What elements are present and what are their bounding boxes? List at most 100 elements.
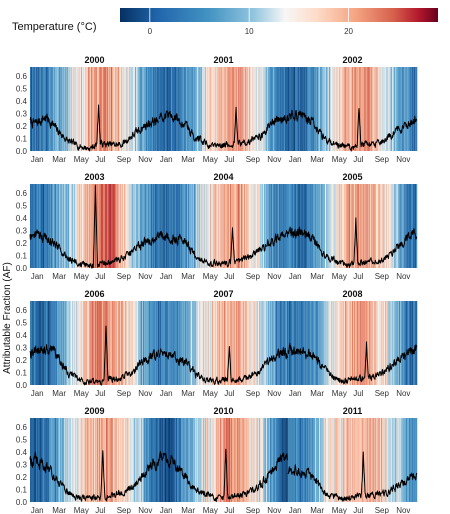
y-axis-label: Attributable Fraction (AF): [2, 262, 13, 374]
x-tick-label: May: [203, 272, 218, 281]
x-tick-label: Mar: [52, 506, 66, 514]
temperature-stripes: [159, 301, 289, 385]
y-tick-label: 0.1: [16, 368, 28, 377]
x-tick-label: Nov: [267, 272, 281, 281]
colorbar-ticks: 0 10 20: [148, 8, 354, 36]
x-tick-label: Jan: [289, 155, 302, 164]
year-panel-2001: 2001 Jan Mar May Jul Sep Nov: [158, 55, 289, 164]
y-tick-label: 0.6: [16, 306, 28, 315]
x-tick-label: May: [74, 155, 89, 164]
y-tick-label: 0.5: [16, 318, 28, 327]
x-tick-label: Mar: [310, 389, 324, 398]
year-panel-2003: 2003 0.0 0.1 0.2 0.3 0.4 0.5 0.6 Jan Mar May Jul Sep…: [16, 172, 160, 281]
panel-title: 2005: [342, 172, 362, 182]
af-line: [158, 346, 289, 385]
x-tick-label: Jul: [95, 506, 105, 514]
x-tick-label: Mar: [310, 506, 324, 514]
y-tick-label: 0.0: [16, 498, 28, 507]
x-tick-label: Nov: [396, 389, 410, 398]
x-tick-label: Jul: [95, 155, 105, 164]
x-tick-label: Jul: [353, 506, 363, 514]
temperature-stripes: [288, 184, 418, 268]
x-tick-label: Jan: [160, 506, 173, 514]
temperature-stripes: [30, 67, 160, 151]
x-tick-label: Jan: [160, 155, 173, 164]
panel-title: 2008: [342, 289, 362, 299]
af-line: [287, 107, 418, 152]
temperature-stripes: [30, 184, 160, 268]
y-tick-label: 0.2: [16, 356, 28, 365]
x-tick-label: Jul: [353, 155, 363, 164]
x-tick-label: Jul: [224, 506, 234, 514]
x-tick-label: Jan: [160, 272, 173, 281]
x-tick-label: Sep: [117, 506, 132, 514]
y-tick-label: 0.0: [16, 147, 28, 156]
colorbar-gradient: [120, 8, 438, 22]
x-tick-label: Jan: [289, 506, 302, 514]
x-tick-label: Jul: [224, 389, 234, 398]
x-tick-label: Jul: [353, 389, 363, 398]
colorbar: Temperature (°C) 0 10 20: [12, 8, 438, 36]
af-line: [158, 106, 289, 149]
year-panel-2002: 2002 Jan Mar May Jul Sep Nov: [287, 55, 418, 164]
x-tick-label: Nov: [396, 506, 410, 514]
af-line: [29, 325, 160, 386]
y-tick-label: 0.3: [16, 460, 28, 469]
x-tick-label: Sep: [375, 155, 390, 164]
year-panel-2005: 2005 Jan Mar May Jul Sep Nov: [287, 172, 418, 281]
x-tick-label: Jan: [31, 272, 44, 281]
x-tick-label: Mar: [181, 155, 195, 164]
x-tick-label: Sep: [375, 272, 390, 281]
x-tick-label: May: [203, 155, 218, 164]
y-tick-label: 0.5: [16, 84, 28, 93]
y-tick-label: 0.3: [16, 343, 28, 352]
x-tick-label: Jul: [95, 389, 105, 398]
x-tick-label: Nov: [138, 389, 152, 398]
x-tick-label: Nov: [396, 272, 410, 281]
year-panel-2010: 2010 Jan Mar May Jul Sep Nov: [158, 406, 289, 514]
x-tick-label: Mar: [181, 272, 195, 281]
panel-title: 2006: [84, 289, 104, 299]
panel-title: 2009: [84, 406, 104, 416]
colorbar-title: Temperature (°C): [12, 21, 96, 33]
x-tick-label: Mar: [52, 389, 66, 398]
x-tick-label: May: [332, 155, 347, 164]
x-tick-label: Sep: [246, 272, 261, 281]
af-line: [158, 227, 289, 268]
x-tick-label: Jul: [224, 155, 234, 164]
panel-title: 2011: [343, 406, 363, 416]
y-tick-label: 0.3: [16, 226, 28, 235]
x-tick-label: Nov: [267, 389, 281, 398]
y-tick-label: 0.1: [16, 251, 28, 260]
y-tick-label: 0.2: [16, 122, 28, 131]
year-panel-2009: 2009 0.0 0.1 0.2 0.3 0.4 0.5 0.6 Jan Mar May Jul Sep…: [16, 406, 160, 514]
y-tick-label: 0.4: [16, 214, 28, 223]
panel-title: 2003: [84, 172, 104, 182]
x-tick-label: Jul: [95, 272, 105, 281]
year-panel-2004: 2004 Jan Mar May Jul Sep Nov: [158, 172, 289, 281]
panels: 2000 0.0 0.1 0.2 0.3 0.4 0.5 0.6 Jan Mar May Jul Sep…: [16, 55, 418, 514]
x-tick-label: Jan: [31, 389, 44, 398]
x-tick-label: Jul: [353, 272, 363, 281]
x-tick-label: May: [74, 389, 89, 398]
x-tick-label: May: [332, 506, 347, 514]
x-tick-label: Jan: [289, 389, 302, 398]
y-tick-label: 0.0: [16, 381, 28, 390]
x-tick-label: Nov: [396, 155, 410, 164]
af-line: [29, 185, 160, 269]
year-panel-2008: 2008 Jan Mar May Jul Sep Nov: [287, 289, 418, 398]
x-tick-label: Jan: [31, 506, 44, 514]
x-tick-label: Sep: [246, 506, 261, 514]
x-tick-label: Nov: [138, 272, 152, 281]
colorbar-tick-label: 10: [245, 27, 254, 36]
y-tick-label: 0.4: [16, 448, 28, 457]
af-line: [29, 104, 160, 152]
temperature-stripes: [30, 418, 160, 502]
x-tick-label: Sep: [375, 389, 390, 398]
y-tick-label: 0.5: [16, 435, 28, 444]
x-tick-label: May: [74, 506, 89, 514]
x-tick-label: May: [203, 506, 218, 514]
x-tick-label: Sep: [246, 389, 261, 398]
temperature-stripes: [30, 301, 160, 385]
y-tick-label: 0.4: [16, 331, 28, 340]
